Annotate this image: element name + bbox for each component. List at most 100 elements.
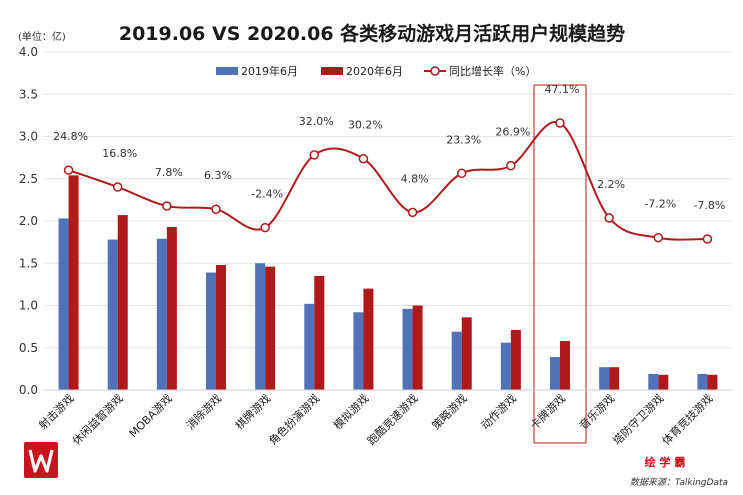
x-tick-label: 角色扮演游戏 — [266, 391, 323, 448]
growth-label-9: 26.9% — [495, 126, 530, 139]
bar-2019-7 — [402, 308, 413, 390]
legend: 2019年6月 2020年6月 同比增长率（%） — [216, 64, 536, 78]
growth-point-8 — [456, 168, 467, 179]
y-tick-label: 3.0 — [19, 130, 38, 144]
bar-2020-7 — [412, 305, 423, 390]
logo-w-icon — [24, 442, 58, 478]
bar-2019-10 — [550, 357, 560, 390]
growth-labels: 24.8% 16.8% 7.8% 6.3% -2.4% 32.0% 30.2% 4.8% 23.… — [53, 83, 725, 212]
x-tick-label: 射击游戏 — [36, 391, 77, 432]
bar-2019-9 — [500, 342, 511, 390]
growth-label-8: 23.3% — [446, 133, 481, 146]
unit-label: (单位：亿) — [18, 30, 66, 43]
growth-label-7: 4.8% — [401, 172, 429, 185]
growth-label-5: 32.0% — [299, 115, 334, 128]
y-tick-label: 1.5 — [19, 256, 38, 270]
growth-line — [68, 120, 708, 241]
legend-swatch-2019 — [216, 67, 238, 75]
bar-2020-5 — [314, 275, 325, 390]
x-tick-label: 塔防守卫游戏 — [610, 391, 667, 448]
growth-points — [63, 118, 713, 244]
y-tick-label: 0.5 — [19, 341, 38, 355]
bar-2020-8 — [461, 317, 472, 390]
growth-label-11: 2.2% — [597, 178, 625, 191]
x-tick-label: MOBA游戏 — [127, 392, 175, 440]
growth-point-3 — [211, 204, 221, 214]
bar-2019-11 — [599, 367, 610, 390]
source-text: 数据来源：TalkingData — [630, 477, 728, 488]
legend-label-2019: 2019年6月 — [241, 64, 298, 78]
x-tick-label: 卡牌游戏 — [527, 391, 568, 432]
bar-2019-6 — [353, 312, 364, 390]
bar-2020-6 — [363, 288, 374, 390]
legend-swatch-2020 — [321, 67, 343, 75]
bar-2020-3 — [216, 264, 226, 390]
growth-point-12 — [653, 232, 664, 243]
bar-2020-11 — [609, 367, 620, 390]
watermark-text: 绘 学 霸 — [645, 455, 686, 469]
bar-2020-0 — [68, 175, 79, 390]
bars — [58, 175, 718, 390]
x-tick-label: 体育竞技游戏 — [659, 391, 716, 448]
bar-2020-12 — [658, 374, 669, 390]
bar-2019-12 — [648, 373, 659, 390]
growth-point-0 — [63, 165, 74, 175]
y-tick-label: 4.0 — [19, 45, 38, 59]
growth-label-4: -2.4% — [251, 188, 283, 201]
x-tick-label: 策略游戏 — [429, 391, 470, 432]
bar-2019-3 — [206, 272, 216, 390]
x-tick-label: 音乐游戏 — [576, 391, 617, 432]
x-tick-label: 动作游戏 — [479, 392, 519, 432]
x-tick-label: 消除游戏 — [183, 391, 224, 432]
growth-label-1: 16.8% — [102, 147, 137, 160]
bar-2019-4 — [255, 263, 266, 390]
chart-title: 2019.06 VS 2020.06 各类移动游戏月活跃用户规模趋势 — [119, 22, 625, 45]
bar-2020-4 — [265, 266, 276, 390]
growth-label-2: 7.8% — [155, 166, 183, 179]
y-axis-ticks: 0.0 0.5 1.0 1.5 2.0 2.5 3.0 3.5 4.0 — [19, 45, 38, 397]
growth-point-13 — [702, 234, 713, 244]
x-tick-label: 模拟游戏 — [331, 391, 372, 432]
y-tick-label: 3.5 — [19, 87, 38, 101]
x-tick-label: 休闲益智游戏 — [69, 391, 126, 448]
growth-label-12: -7.2% — [644, 198, 676, 211]
bar-2020-13 — [707, 374, 718, 390]
legend-label-2020: 2020年6月 — [346, 64, 403, 78]
growth-point-11 — [604, 213, 614, 223]
growth-label-0: 24.8% — [53, 130, 88, 143]
growth-point-6 — [358, 153, 369, 164]
growth-point-1 — [112, 182, 123, 192]
growth-point-9 — [506, 160, 516, 171]
y-tick-label: 1.0 — [19, 299, 38, 313]
x-tick-label: 棋牌游戏 — [232, 391, 273, 432]
y-tick-label: 2.5 — [19, 172, 38, 186]
x-tick-label: 跑酷竞速游戏 — [364, 391, 421, 448]
bar-2019-8 — [451, 331, 462, 390]
bar-2020-10 — [560, 340, 570, 390]
growth-label-13: -7.8% — [693, 199, 725, 212]
bar-2019-5 — [304, 303, 315, 390]
highlight-box — [533, 84, 587, 444]
y-tick-label: 0.0 — [19, 383, 38, 397]
bar-2020-1 — [117, 215, 128, 390]
growth-label-6: 30.2% — [348, 119, 383, 132]
legend-label-growth: 同比增长率（%） — [449, 64, 536, 78]
y-tick-label: 2.0 — [19, 214, 38, 228]
bar-2019-0 — [58, 218, 69, 390]
growth-label-3: 6.3% — [204, 169, 232, 182]
bar-2020-9 — [510, 330, 521, 390]
growth-point-5 — [309, 150, 320, 160]
bar-2019-1 — [107, 239, 118, 390]
bar-2019-2 — [156, 238, 167, 390]
growth-point-7 — [407, 207, 418, 218]
growth-point-10 — [555, 118, 565, 128]
growth-label-10: 47.1% — [545, 83, 580, 96]
bar-2019-13 — [697, 373, 708, 390]
legend-marker-growth — [430, 66, 440, 76]
bar-2020-2 — [166, 226, 177, 390]
growth-point-2 — [162, 201, 172, 211]
growth-point-4 — [260, 222, 270, 233]
